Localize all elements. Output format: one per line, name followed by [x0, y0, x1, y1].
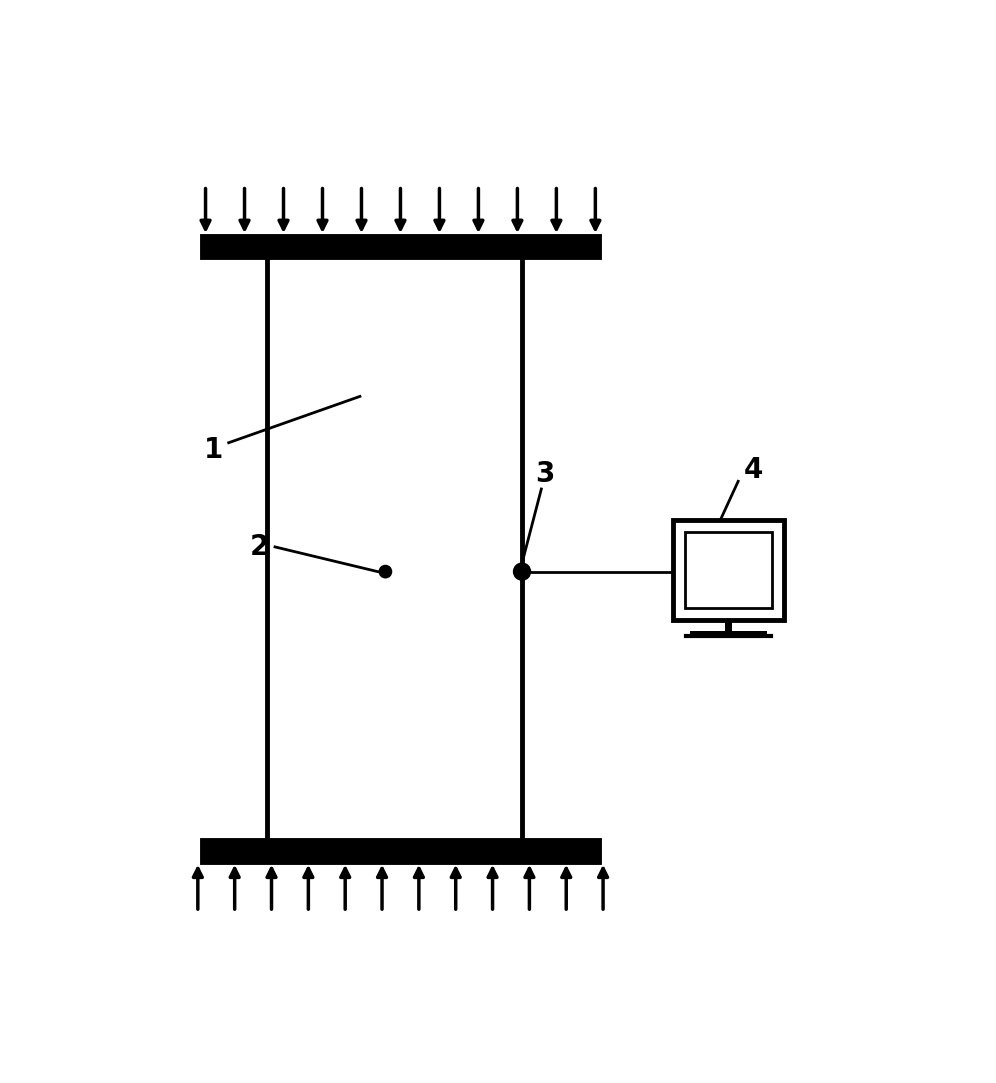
Text: 1: 1	[203, 436, 223, 465]
Bar	[725, 621, 732, 631]
Text: 2: 2	[250, 533, 269, 561]
Text: 3: 3	[536, 459, 555, 487]
Circle shape	[379, 565, 391, 578]
Text: 4: 4	[744, 456, 763, 484]
Bar	[685, 532, 772, 608]
Bar	[201, 236, 600, 258]
Bar	[201, 840, 600, 862]
Bar	[690, 631, 767, 637]
Circle shape	[514, 563, 531, 580]
Bar	[672, 520, 785, 621]
